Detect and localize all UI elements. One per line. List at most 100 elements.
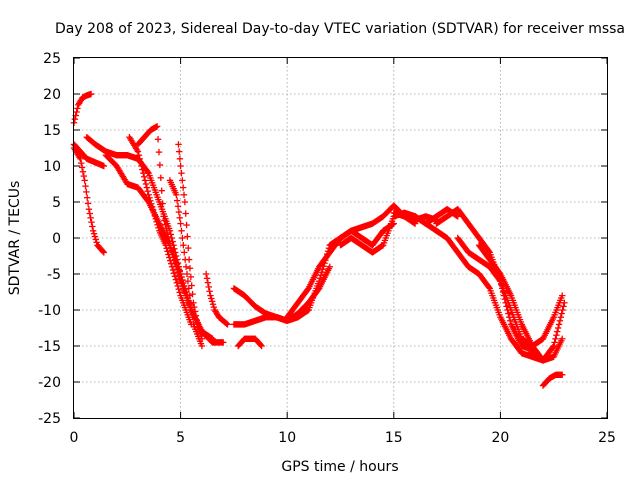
data-point (93, 239, 100, 246)
data-point (198, 342, 206, 350)
data-point (258, 342, 265, 350)
data-point (553, 332, 560, 339)
data-point (505, 310, 512, 317)
data-point (90, 230, 98, 237)
data-point (189, 290, 196, 298)
data-point (175, 141, 182, 148)
data-point (185, 256, 193, 263)
data-point (170, 270, 178, 277)
data-point (177, 162, 184, 170)
data-point (158, 187, 165, 194)
data-point (148, 200, 155, 207)
data-point (178, 227, 185, 234)
data-point (175, 148, 183, 155)
series-track-9 (175, 141, 206, 342)
data-point (165, 251, 172, 258)
data-point (257, 341, 264, 349)
data-point (185, 285, 193, 292)
data-point (157, 174, 165, 182)
data-point (86, 210, 93, 217)
data-point (174, 269, 182, 276)
data-point (196, 326, 203, 334)
data-point (153, 218, 160, 225)
data-point (176, 214, 183, 222)
data-point (71, 116, 79, 123)
data-point (204, 279, 212, 286)
data-point (146, 194, 153, 201)
data-point (320, 263, 327, 270)
data-point (87, 214, 94, 222)
data-point (175, 286, 182, 293)
data-point (202, 270, 210, 278)
data-point (78, 164, 86, 171)
series-track-10 (202, 270, 231, 328)
data-point (175, 272, 183, 279)
data-point (191, 303, 198, 311)
data-point (190, 299, 197, 306)
data-point (179, 184, 187, 191)
data-point (87, 90, 95, 98)
data-point (172, 276, 180, 283)
data-point (326, 263, 334, 270)
data-point (181, 198, 189, 206)
data-point (135, 152, 143, 159)
data-point (203, 275, 211, 282)
data-point (167, 260, 175, 267)
data-point (554, 324, 562, 332)
series-track-13 (234, 335, 265, 350)
data-point (181, 249, 188, 256)
data-point (150, 209, 158, 216)
data-point (84, 200, 92, 207)
data-point (162, 221, 169, 228)
data-point (198, 335, 206, 342)
data-point (139, 166, 146, 173)
data-point (144, 188, 151, 195)
data-point (559, 306, 566, 314)
data-point (180, 191, 188, 198)
data-point (149, 206, 157, 213)
data-point (169, 266, 177, 274)
data-point (162, 242, 169, 249)
data-point (321, 260, 328, 267)
data-point (173, 279, 181, 286)
data-point (193, 316, 201, 324)
data-point (174, 282, 181, 290)
data-point (173, 197, 181, 204)
data-point (183, 221, 190, 229)
data-point (91, 233, 99, 240)
data-point (155, 224, 162, 231)
data-point (555, 321, 563, 328)
data-point (205, 283, 212, 291)
data-point (317, 272, 325, 279)
data-point (557, 314, 565, 321)
data-point (73, 108, 80, 116)
data-point (209, 301, 217, 308)
data-point (182, 210, 189, 217)
data-point (89, 223, 96, 230)
data-point (163, 229, 171, 237)
data-point (82, 182, 89, 190)
data-point (174, 203, 182, 210)
data-point (323, 251, 331, 258)
data-point (151, 212, 159, 219)
data-point (173, 191, 180, 198)
data-point (178, 170, 185, 177)
data-point (168, 263, 176, 270)
data-point (185, 244, 192, 252)
data-point (156, 161, 164, 169)
data-point (322, 257, 329, 264)
data-point (179, 177, 186, 184)
data-point (136, 155, 143, 162)
data-point (324, 248, 332, 255)
data-point (142, 180, 150, 188)
data-point (166, 254, 173, 261)
data-point (316, 275, 324, 282)
data-point (154, 221, 161, 228)
data-point (81, 177, 88, 184)
data-point (143, 184, 151, 191)
data-point (84, 194, 91, 201)
data-point (138, 162, 145, 170)
data-point (74, 105, 81, 112)
data-point (179, 234, 186, 242)
